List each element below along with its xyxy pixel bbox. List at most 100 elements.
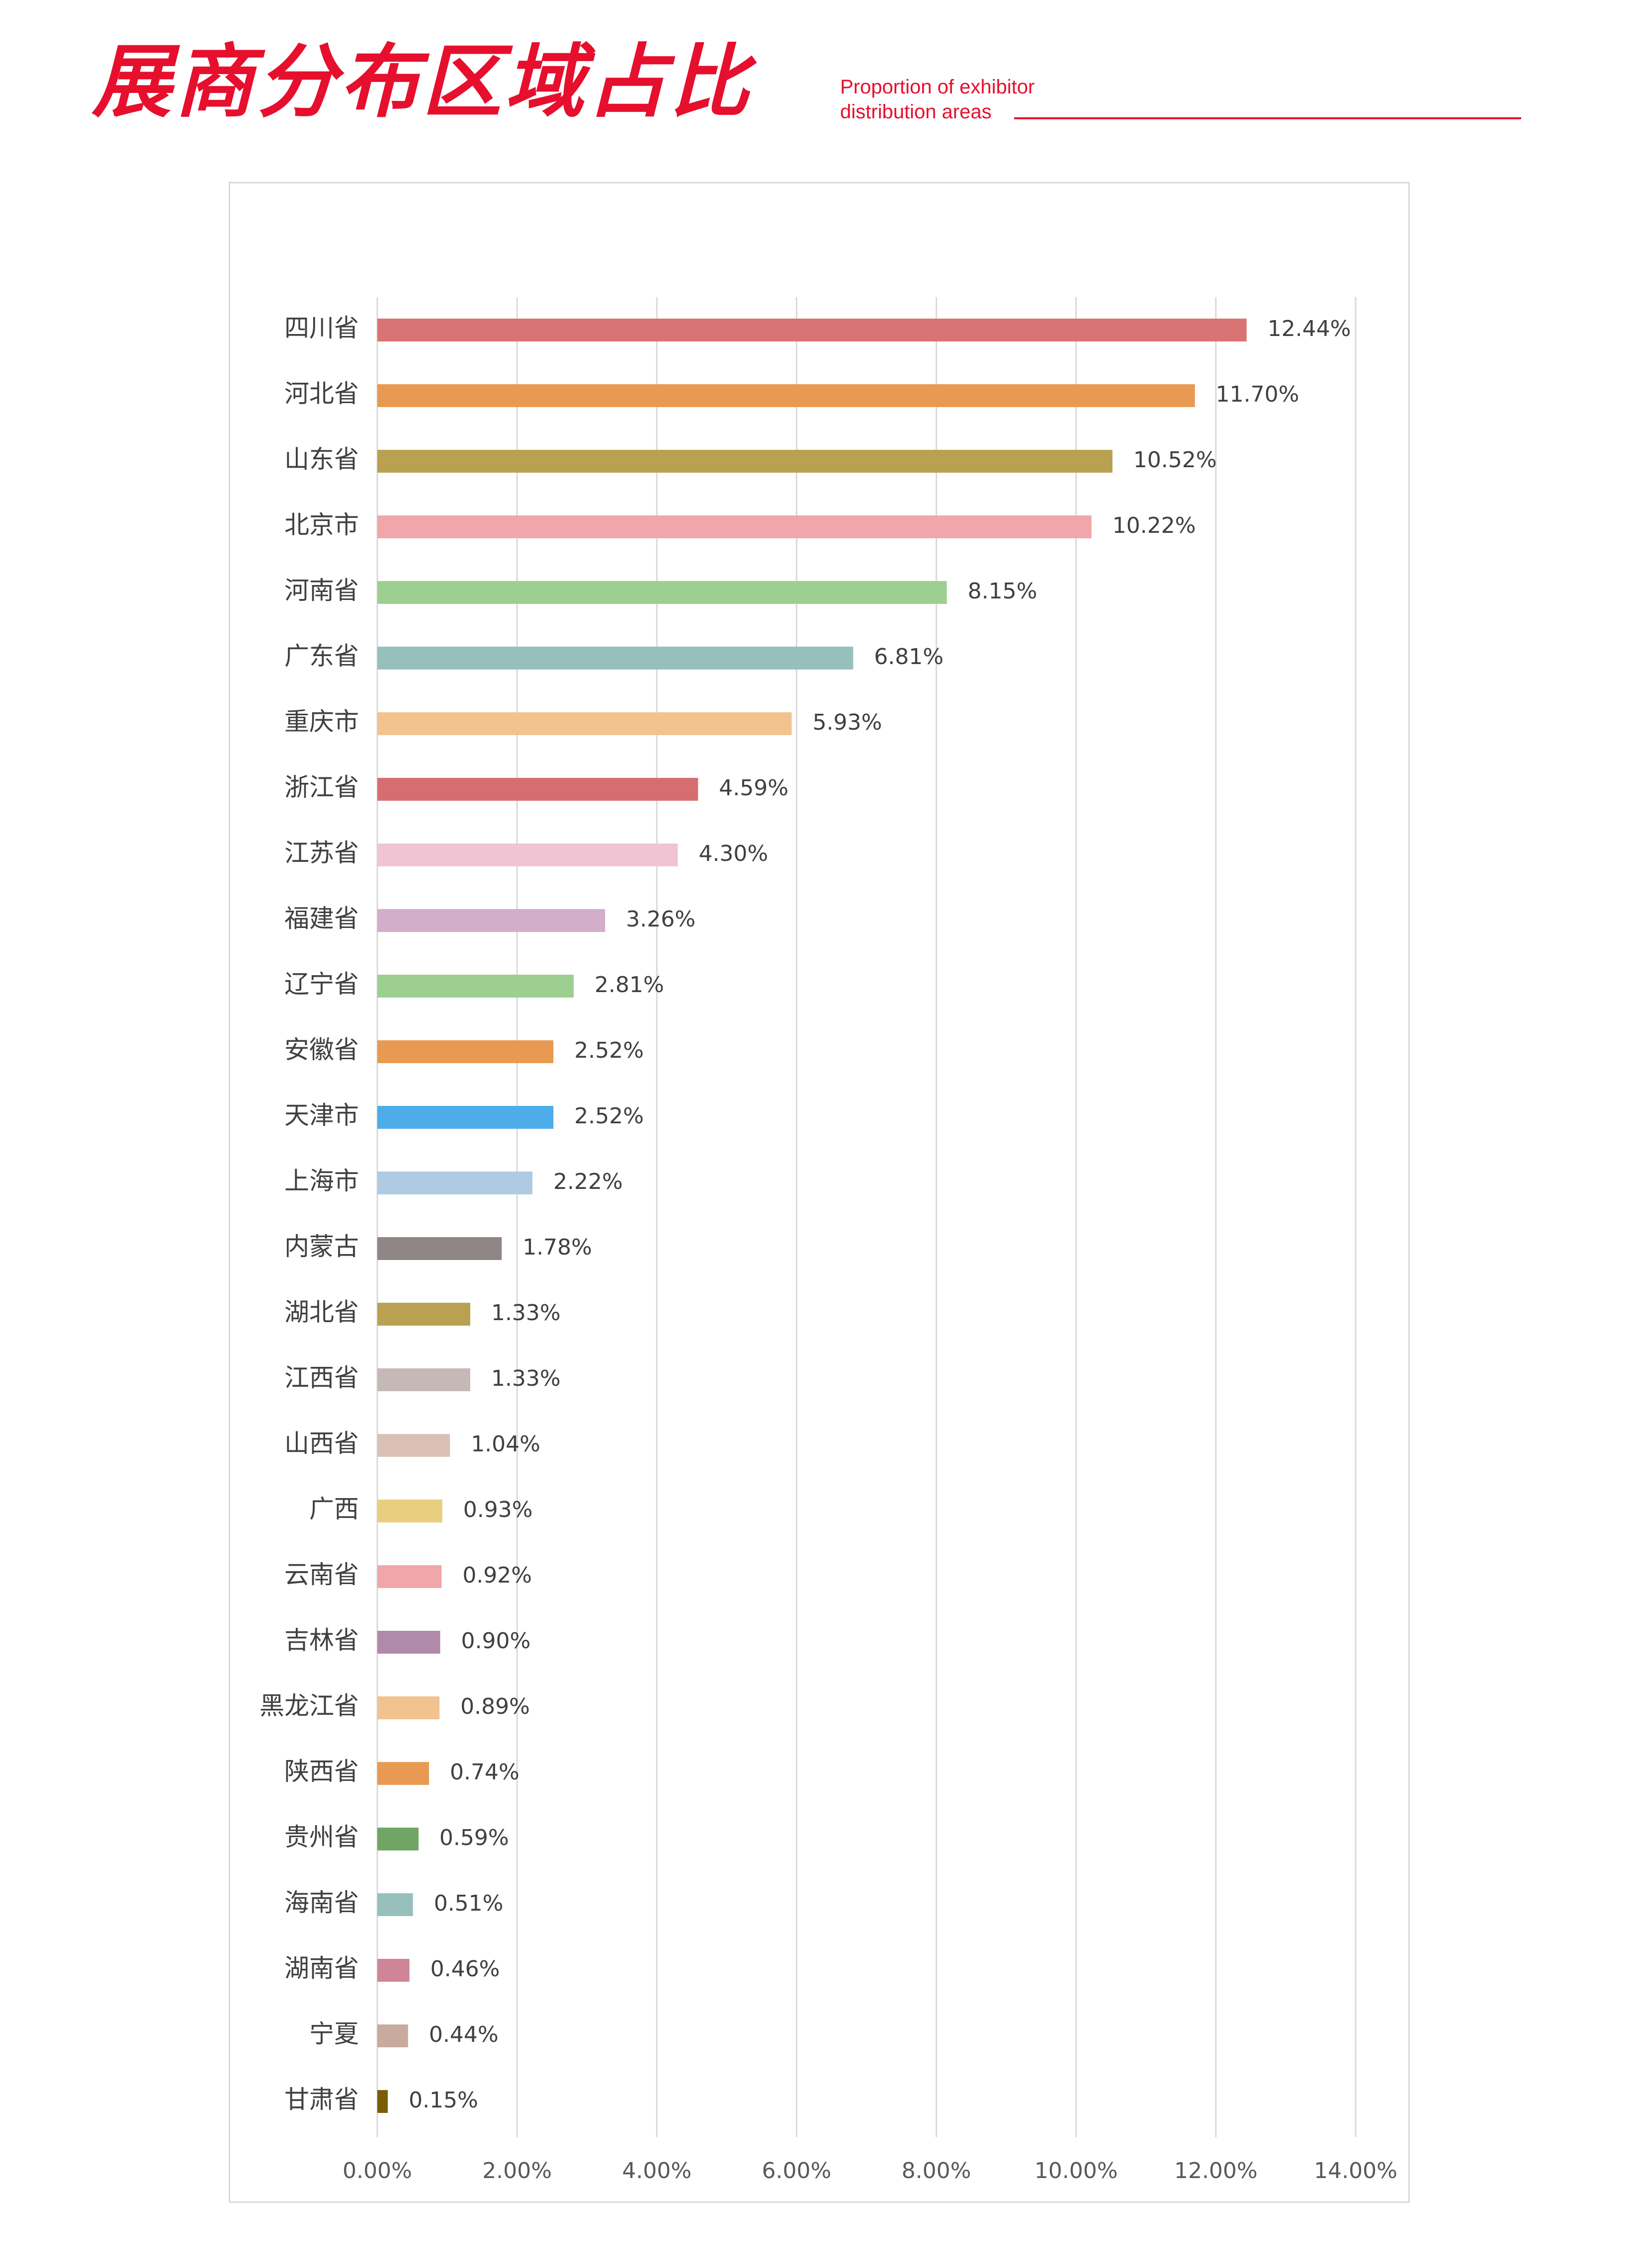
category-label: 福建省 — [284, 904, 359, 933]
category-label: 河北省 — [284, 379, 359, 408]
data-label: 4.30% — [698, 841, 768, 866]
category-label: 山东省 — [284, 445, 359, 474]
category-label: 重庆市 — [284, 707, 359, 736]
data-label: 1.33% — [491, 1366, 561, 1391]
page-title: 展商分布区域占比 — [92, 35, 753, 128]
bar — [377, 1500, 442, 1522]
category-label: 内蒙古 — [284, 1232, 359, 1261]
category-label: 上海市 — [284, 1167, 359, 1195]
data-label: 2.81% — [595, 972, 664, 998]
page-subtitle: Proportion of exhibitor distribution are… — [840, 75, 1034, 124]
bar — [377, 1434, 450, 1457]
x-tick-label: 0.00% — [343, 2158, 412, 2184]
bar — [377, 1762, 430, 1785]
data-label: 0.15% — [409, 2088, 478, 2113]
category-label: 江苏省 — [284, 839, 359, 867]
data-label: 0.93% — [463, 1497, 533, 1522]
subtitle-line-1: Proportion of exhibitor — [840, 76, 1035, 98]
bar — [377, 1106, 554, 1129]
data-label: 0.51% — [434, 1891, 504, 1916]
category-label: 湖北省 — [284, 1298, 359, 1327]
category-label: 湖南省 — [284, 1954, 359, 1983]
category-label: 黑龙江省 — [259, 1691, 359, 1720]
category-label: 宁夏 — [309, 2019, 359, 2048]
bar — [377, 450, 1113, 473]
category-label: 北京市 — [284, 510, 359, 539]
data-label: 3.26% — [626, 907, 695, 932]
data-label: 0.89% — [460, 1694, 530, 1719]
bar — [377, 1959, 410, 1982]
x-tick-label: 14.00% — [1314, 2158, 1397, 2184]
data-label: 10.22% — [1113, 513, 1196, 538]
bar — [377, 843, 678, 866]
category-label: 云南省 — [284, 1560, 359, 1589]
bar — [377, 384, 1195, 407]
category-label: 广西 — [309, 1495, 359, 1523]
category-label: 江西省 — [284, 1363, 359, 1392]
bar — [377, 1828, 419, 1850]
data-label: 0.92% — [462, 1563, 532, 1588]
x-tick-label: 4.00% — [622, 2158, 691, 2184]
title-underline — [1014, 117, 1521, 119]
data-label: 0.59% — [439, 1825, 509, 1850]
bar — [377, 712, 792, 735]
category-label: 浙江省 — [284, 773, 359, 802]
data-label: 10.52% — [1133, 447, 1217, 473]
bar — [377, 319, 1247, 341]
bar — [377, 515, 1092, 538]
x-tick-label: 10.00% — [1034, 2158, 1118, 2184]
bar — [377, 1368, 470, 1391]
bar — [377, 647, 854, 670]
category-label: 吉林省 — [284, 1626, 359, 1655]
bar — [377, 975, 574, 998]
category-label: 安徽省 — [284, 1035, 359, 1064]
page-header: 展商分布区域占比 Proportion of exhibitor distrib… — [0, 0, 1637, 149]
data-label: 0.46% — [431, 1956, 500, 1982]
category-label: 四川省 — [284, 314, 359, 342]
category-label: 辽宁省 — [284, 970, 359, 999]
x-tick-label: 2.00% — [482, 2158, 552, 2184]
bar — [377, 909, 605, 932]
data-label: 0.74% — [450, 1760, 519, 1785]
data-label: 2.22% — [553, 1169, 623, 1194]
label-layer: 0.00% 2.00% 4.00% 6.00% 8.00% 10.00% 12.00% 14.… — [259, 314, 1397, 2184]
bar — [377, 581, 947, 604]
data-label: 8.15% — [968, 579, 1037, 604]
category-label: 海南省 — [284, 1888, 359, 1917]
data-label: 1.78% — [522, 1235, 592, 1260]
data-label: 6.81% — [874, 644, 944, 670]
data-label: 0.90% — [461, 1628, 531, 1654]
x-tick-label: 12.00% — [1174, 2158, 1258, 2184]
bar — [377, 1303, 470, 1326]
bar — [377, 1040, 554, 1063]
subtitle-line-2: distribution areas — [840, 101, 992, 123]
data-label: 5.93% — [813, 710, 882, 735]
data-label: 1.04% — [471, 1431, 540, 1457]
data-label: 11.70% — [1216, 382, 1299, 407]
category-label: 山西省 — [284, 1429, 359, 1458]
data-label: 1.33% — [491, 1300, 561, 1326]
bar — [377, 2024, 408, 2047]
bar — [377, 1631, 440, 1654]
bar — [377, 1696, 440, 1719]
category-label: 贵州省 — [284, 1823, 359, 1851]
grid-layer — [376, 297, 1357, 2137]
category-label: 陕西省 — [284, 1757, 359, 1786]
category-label: 甘肃省 — [284, 2085, 359, 2114]
x-tick-label: 6.00% — [762, 2158, 832, 2184]
data-label: 2.52% — [574, 1103, 644, 1129]
category-label: 天津市 — [284, 1101, 359, 1130]
x-tick-label: 8.00% — [902, 2158, 971, 2184]
bar — [377, 1172, 533, 1194]
bar — [377, 1565, 442, 1588]
bar-layer — [377, 319, 1247, 2113]
bar — [377, 778, 698, 801]
bar — [377, 2090, 388, 2113]
bar — [377, 1237, 502, 1260]
bar — [377, 1893, 413, 1916]
category-label: 广东省 — [284, 642, 359, 671]
data-label: 12.44% — [1268, 316, 1351, 341]
data-label: 0.44% — [429, 2022, 499, 2047]
category-label: 河南省 — [284, 576, 359, 605]
